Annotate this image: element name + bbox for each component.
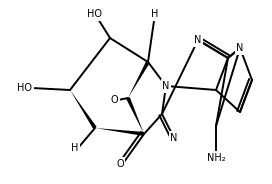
Polygon shape [95,128,144,136]
Text: H: H [71,143,78,153]
Polygon shape [70,90,97,129]
Polygon shape [126,97,144,134]
Polygon shape [128,61,150,98]
Text: N: N [194,35,202,45]
Text: HO: HO [88,9,103,19]
Text: N: N [170,133,178,143]
Text: O: O [116,159,124,169]
Text: NH₂: NH₂ [207,153,225,163]
Text: H: H [151,9,159,19]
Text: HO: HO [17,83,32,93]
Text: O: O [110,95,118,105]
Text: N: N [236,43,244,53]
Text: N: N [162,81,170,91]
